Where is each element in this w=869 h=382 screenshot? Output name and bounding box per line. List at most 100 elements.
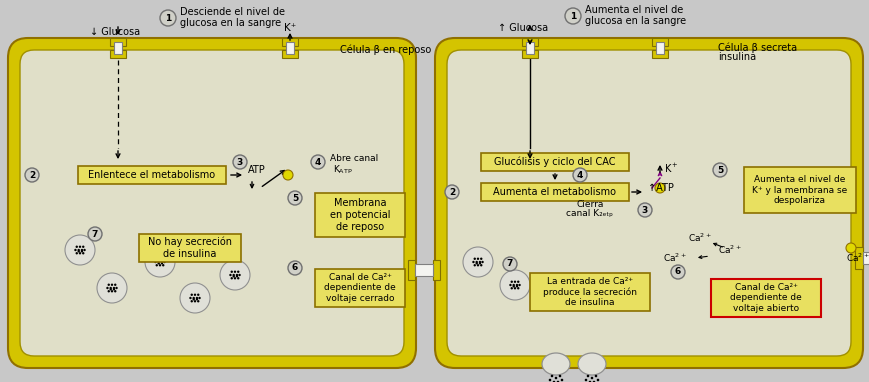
Circle shape	[82, 252, 84, 254]
Circle shape	[512, 285, 514, 288]
Circle shape	[560, 379, 562, 381]
Text: 7: 7	[507, 259, 513, 269]
Circle shape	[108, 290, 109, 293]
Circle shape	[473, 264, 475, 267]
Circle shape	[109, 288, 112, 290]
Circle shape	[670, 265, 684, 279]
Circle shape	[233, 155, 247, 169]
Text: 5: 5	[716, 165, 722, 175]
Circle shape	[192, 298, 195, 301]
Circle shape	[194, 300, 196, 303]
FancyBboxPatch shape	[8, 38, 415, 368]
Text: Enlentece el metabolismo: Enlentece el metabolismo	[89, 170, 216, 180]
Circle shape	[310, 155, 325, 169]
Bar	[655, 42, 663, 54]
Circle shape	[162, 257, 164, 260]
Circle shape	[192, 297, 195, 299]
Circle shape	[282, 170, 293, 180]
Ellipse shape	[577, 353, 606, 375]
Bar	[526, 42, 534, 54]
Circle shape	[552, 381, 554, 382]
Bar	[743, 167, 855, 213]
Bar	[481, 153, 628, 171]
Text: ATP: ATP	[248, 165, 265, 175]
Circle shape	[516, 280, 519, 283]
Text: K$_{\mathrm{ATP}}$: K$_{\mathrm{ATP}}$	[333, 164, 352, 176]
Text: 7: 7	[92, 230, 98, 238]
Circle shape	[83, 249, 86, 251]
Circle shape	[478, 261, 481, 263]
Circle shape	[592, 381, 594, 382]
Circle shape	[590, 377, 593, 379]
Circle shape	[238, 274, 241, 276]
Circle shape	[79, 252, 81, 254]
Circle shape	[116, 287, 117, 289]
Circle shape	[713, 163, 726, 177]
Bar	[521, 38, 537, 46]
Circle shape	[196, 297, 198, 299]
Circle shape	[481, 261, 483, 263]
Text: K$^+$: K$^+$	[663, 162, 678, 175]
Circle shape	[480, 257, 482, 260]
Circle shape	[556, 381, 559, 382]
Circle shape	[588, 381, 591, 382]
Bar	[529, 273, 649, 311]
Text: Desciende el nivel de: Desciende el nivel de	[180, 7, 285, 17]
Text: glucosa en la sangre: glucosa en la sangre	[584, 16, 686, 26]
Bar	[109, 50, 126, 58]
Circle shape	[518, 284, 521, 286]
Bar	[315, 193, 405, 237]
Circle shape	[198, 297, 201, 299]
Circle shape	[515, 285, 518, 288]
Circle shape	[81, 250, 83, 253]
Text: 2: 2	[29, 170, 35, 180]
Circle shape	[113, 288, 115, 290]
Text: Aumenta el metabolismo: Aumenta el metabolismo	[493, 187, 616, 197]
Circle shape	[230, 270, 233, 273]
Text: 3: 3	[641, 206, 647, 215]
Text: ↓ Glucosa: ↓ Glucosa	[90, 27, 140, 37]
Text: insulina: insulina	[717, 52, 755, 62]
Circle shape	[77, 250, 80, 253]
Circle shape	[232, 274, 235, 276]
FancyBboxPatch shape	[20, 50, 403, 356]
Circle shape	[462, 247, 493, 277]
Circle shape	[110, 283, 113, 286]
Circle shape	[236, 277, 239, 280]
Text: Aumenta el nivel de: Aumenta el nivel de	[584, 5, 682, 15]
Circle shape	[159, 257, 161, 260]
Circle shape	[180, 283, 209, 313]
Circle shape	[584, 379, 587, 381]
Text: La entrada de Ca²⁺
produce la secreción
de insulina: La entrada de Ca²⁺ produce la secreción …	[542, 277, 636, 307]
Text: Ca$^{2+}$: Ca$^{2+}$	[662, 252, 687, 264]
Circle shape	[96, 273, 127, 303]
Circle shape	[845, 243, 855, 253]
Circle shape	[516, 287, 519, 290]
FancyBboxPatch shape	[447, 50, 850, 356]
Circle shape	[229, 274, 231, 276]
Circle shape	[234, 277, 235, 280]
Circle shape	[161, 261, 163, 263]
Text: Célula β en reposo: Célula β en reposo	[340, 44, 431, 55]
Circle shape	[108, 283, 109, 286]
Circle shape	[25, 168, 39, 182]
Circle shape	[586, 375, 588, 377]
Circle shape	[196, 293, 199, 296]
Circle shape	[514, 280, 515, 283]
Bar	[433, 260, 440, 280]
Circle shape	[194, 293, 196, 296]
Circle shape	[82, 246, 84, 248]
Text: 3: 3	[236, 157, 242, 167]
Bar	[139, 234, 241, 262]
Text: Cierra: Cierra	[575, 200, 603, 209]
Circle shape	[637, 203, 651, 217]
Bar	[651, 50, 667, 58]
Circle shape	[510, 287, 513, 290]
Circle shape	[88, 227, 102, 241]
Circle shape	[573, 168, 587, 182]
Circle shape	[510, 280, 513, 283]
Circle shape	[79, 246, 81, 248]
Circle shape	[232, 275, 235, 277]
Circle shape	[475, 262, 477, 264]
Bar	[282, 38, 298, 46]
